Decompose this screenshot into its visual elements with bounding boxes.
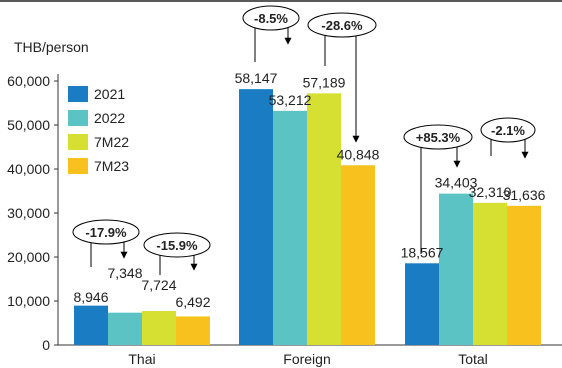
bar [176,316,210,345]
legend: 2021 2022 7M22 7M23 [68,86,129,174]
change-annotation: +85.3% [403,124,473,254]
bar-value-label: 7,348 [107,265,142,281]
annotation-label: +85.3% [416,130,461,145]
annotation-label: -2.1% [491,123,525,138]
bar [74,305,108,345]
legend-swatch [68,110,88,126]
bar [307,93,341,345]
legend-swatch [68,134,88,150]
annotations-group: -17.9% -15.9% -8.5% -28.6% +85.3% -2.1% [72,5,536,275]
y-axis: 0 10,000 20,000 30,000 40,000 50,000 60,000 [7,73,59,353]
bar-value-label: 58,147 [235,70,278,86]
y-tick-label: 50,000 [7,117,50,133]
x-category-label: Thai [128,351,155,367]
bar-value-label: 32,310 [469,184,512,200]
bar [439,193,473,345]
legend-swatch [68,158,88,174]
change-annotation: -8.5% [242,5,300,62]
y-tick-label: 20,000 [7,249,50,265]
bar [507,205,541,345]
change-annotation: -17.9% [72,219,140,267]
annotation-ellipse [242,5,300,31]
legend-label: 7M22 [94,134,129,150]
annotation-label: -17.9% [85,225,127,240]
annotation-ellipse [403,124,473,150]
x-category-label: Foreign [283,351,330,367]
x-category-label: Total [458,351,488,367]
bar-value-label: 6,492 [175,294,210,310]
bar-value-label: 18,567 [401,244,444,260]
annotation-arrow [352,24,376,143]
y-tick-label: 60,000 [7,73,50,89]
bar-value-label: 34,403 [435,175,478,191]
y-tick-label: 0 [42,337,50,353]
y-tick-label: 40,000 [7,161,50,177]
legend-label: 2021 [94,86,125,102]
bar-value-label: 57,189 [303,74,346,90]
annotation-ellipse [72,219,140,245]
bar [142,311,176,345]
annotation-label: -15.9% [156,238,198,253]
change-annotation: -15.9% [143,232,211,275]
x-axis: Thai Foreign Total [58,344,562,367]
bar-value-label: 40,848 [337,146,380,162]
annotation-ellipse [143,232,211,258]
legend-label: 7M23 [94,158,129,174]
legend-label: 2022 [94,110,125,126]
bar-value-label: 8,946 [73,289,108,305]
y-axis-unit-label: THB/person [14,39,89,55]
bar-value-label: 53,212 [269,92,312,108]
annotation-bracket-left [404,136,422,254]
bar [405,263,439,345]
bar [273,110,307,345]
legend-swatch [68,86,88,102]
change-annotation: -2.1% [480,117,536,159]
bar [473,202,507,345]
y-tick-label: 30,000 [7,205,50,221]
bar [341,165,375,345]
annotation-label: -28.6% [321,18,363,33]
bar-value-label: 31,636 [503,187,546,203]
bar-value-label: 7,724 [141,277,176,293]
bars-group [74,89,541,345]
bar [108,312,142,345]
annotation-ellipse [307,12,377,38]
annotation-ellipse [480,117,536,143]
annotation-label: -8.5% [254,11,288,26]
change-annotation: -28.6% [307,12,377,143]
y-tick-label: 10,000 [7,293,50,309]
bar [239,89,273,345]
value-labels-group: 8,946 58,147 18,567 7,348 53,212 34,403 7,724 5… [73,70,545,310]
